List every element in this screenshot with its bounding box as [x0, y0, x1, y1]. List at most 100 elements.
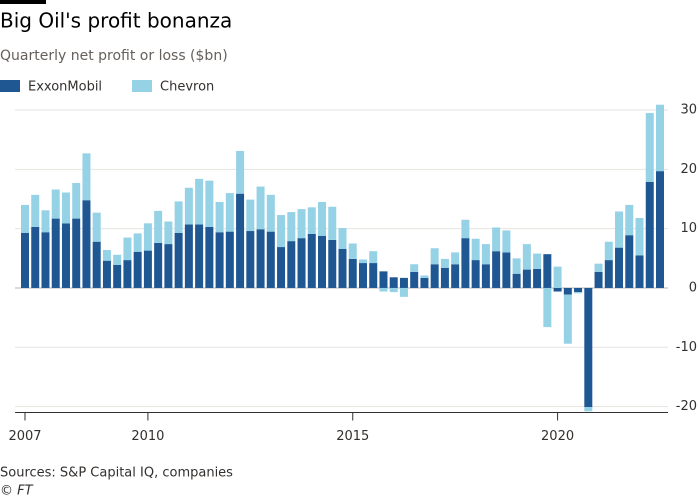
bar	[574, 292, 583, 294]
bar	[164, 221, 173, 245]
bar	[440, 258, 449, 268]
bar	[164, 244, 173, 288]
bar	[512, 258, 521, 274]
y-tick-label: 30	[680, 103, 697, 118]
bar	[246, 231, 255, 288]
bar	[543, 254, 552, 288]
bar	[533, 253, 542, 269]
bar	[471, 260, 480, 288]
bar	[236, 193, 245, 288]
bar	[21, 232, 29, 288]
bar	[410, 271, 419, 288]
bar	[512, 273, 521, 288]
bar	[143, 223, 152, 251]
bar	[236, 150, 245, 194]
bar	[266, 194, 275, 232]
bar	[215, 201, 224, 233]
bar	[82, 200, 91, 288]
bar	[420, 277, 429, 288]
bar	[102, 250, 111, 261]
bar	[645, 181, 654, 288]
bar	[522, 244, 531, 270]
bar	[133, 251, 142, 288]
bar	[61, 223, 70, 288]
bar	[348, 243, 357, 259]
bar	[502, 252, 511, 288]
bar	[451, 264, 460, 288]
bar	[594, 271, 603, 288]
bar	[307, 234, 316, 288]
bar	[430, 248, 439, 265]
bar	[574, 287, 583, 293]
bar	[481, 264, 490, 288]
x-tick-label: 2010	[131, 429, 164, 444]
bar	[123, 260, 132, 288]
bar	[656, 104, 664, 172]
legend-swatch	[0, 80, 20, 92]
bar	[318, 235, 327, 288]
bar	[379, 287, 388, 292]
bar	[266, 231, 275, 288]
bar	[297, 238, 306, 288]
bar	[471, 238, 480, 261]
bar	[31, 194, 40, 227]
bar	[225, 231, 234, 288]
bar	[481, 244, 490, 265]
bar	[543, 287, 552, 328]
bar	[604, 241, 613, 261]
bar	[287, 241, 296, 288]
bar	[205, 180, 214, 227]
x-tick-label: 2020	[541, 429, 574, 444]
bar	[399, 277, 408, 288]
bar	[338, 248, 347, 288]
bar	[461, 219, 470, 239]
bar	[328, 239, 337, 288]
bar	[625, 204, 634, 236]
bar	[533, 268, 542, 288]
bar	[143, 250, 152, 288]
bar	[461, 238, 470, 288]
bar	[92, 212, 101, 242]
bar	[184, 187, 193, 225]
bar	[51, 189, 60, 219]
bar	[615, 211, 624, 248]
bar	[492, 251, 501, 288]
bar	[246, 199, 255, 232]
bar	[389, 277, 398, 288]
bar	[615, 247, 624, 288]
bar	[154, 210, 163, 243]
bar	[369, 251, 378, 264]
bar	[51, 218, 60, 288]
bar	[420, 275, 429, 278]
bar	[256, 229, 265, 288]
bar	[584, 287, 593, 408]
bar	[277, 247, 286, 288]
bar	[102, 260, 111, 288]
chart-title: Big Oil's profit bonanza	[0, 9, 232, 33]
bar	[82, 153, 91, 201]
bar	[297, 209, 306, 239]
bar	[379, 271, 388, 288]
bar	[410, 264, 419, 272]
bar	[430, 264, 439, 288]
bar	[256, 186, 265, 230]
bar	[72, 218, 81, 288]
bar	[31, 226, 40, 288]
bar	[522, 269, 531, 288]
chart-subtitle: Quarterly net profit or loss ($bn)	[0, 48, 228, 64]
bar	[21, 204, 29, 233]
legend-label: ExxonMobil	[28, 80, 102, 95]
y-tick-label: -10	[676, 340, 697, 355]
bar	[205, 226, 214, 288]
bar	[625, 235, 634, 288]
bar	[184, 224, 193, 288]
bar	[338, 228, 347, 249]
bar	[399, 287, 408, 297]
bar	[195, 178, 204, 225]
bar	[41, 232, 50, 288]
y-tick-label: 0	[689, 280, 697, 295]
legend-swatch	[132, 80, 152, 92]
bar	[41, 210, 50, 233]
bar	[635, 255, 644, 288]
